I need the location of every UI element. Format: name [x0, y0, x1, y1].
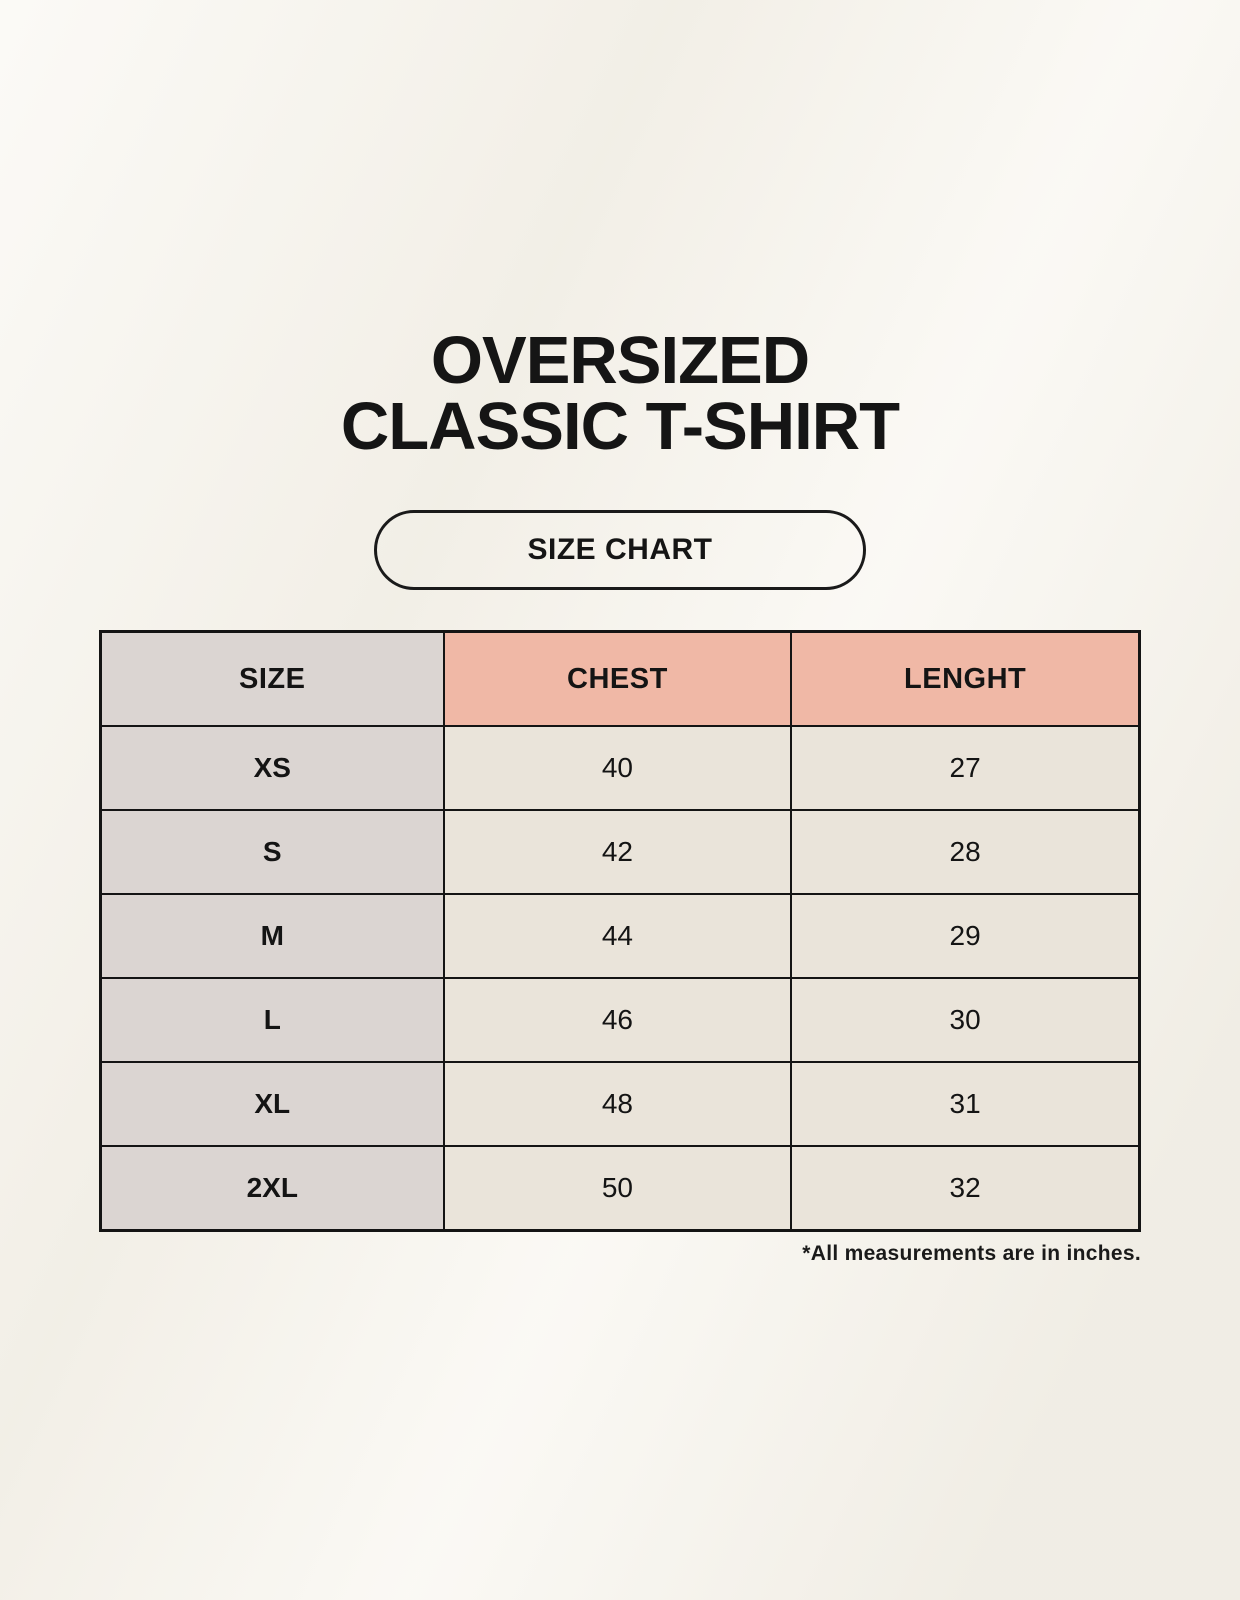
header-cell-size: SIZE [99, 630, 445, 727]
length-cell: 29 [790, 893, 1141, 979]
table-row-xl: XL 48 31 [99, 1061, 1141, 1147]
length-cell: 31 [790, 1061, 1141, 1147]
header-cell-length: LENGHT [790, 630, 1141, 727]
table-row-m: M 44 29 [99, 893, 1141, 979]
chest-cell: 48 [442, 1061, 793, 1147]
size-chart-badge-label: SIZE CHART [527, 533, 713, 566]
length-cell: 32 [790, 1145, 1141, 1232]
length-cell: 30 [790, 977, 1141, 1063]
table-row-2xl: 2XL 50 32 [99, 1145, 1141, 1232]
badge-container: SIZE CHART [0, 510, 1240, 590]
length-cell: 28 [790, 809, 1141, 895]
header-cell-chest: CHEST [442, 630, 793, 727]
table-row-xs: XS 40 27 [99, 725, 1141, 811]
length-cell: 27 [790, 725, 1141, 811]
chest-cell: 44 [442, 893, 793, 979]
size-cell: XS [99, 725, 445, 811]
table-row-s: S 42 28 [99, 809, 1141, 895]
table-header-row: SIZE CHEST LENGHT [99, 630, 1141, 727]
size-chart-badge[interactable]: SIZE CHART [374, 510, 866, 590]
size-cell: S [99, 809, 445, 895]
chest-cell: 40 [442, 725, 793, 811]
chest-cell: 46 [442, 977, 793, 1063]
chest-cell: 50 [442, 1145, 793, 1232]
size-cell: M [99, 893, 445, 979]
size-cell: 2XL [99, 1145, 445, 1232]
measurements-footnote: *All measurements are in inches. [802, 1242, 1141, 1265]
chest-cell: 42 [442, 809, 793, 895]
size-chart-table: SIZE CHEST LENGHT XS 40 27 S 42 28 M 44 … [99, 630, 1141, 1232]
table-row-l: L 46 30 [99, 977, 1141, 1063]
page-title-line-2: CLASSIC T-SHIRT [340, 389, 900, 464]
page-title: OVERSIZED CLASSIC T-SHIRT [0, 323, 1240, 464]
size-cell: XL [99, 1061, 445, 1147]
size-cell: L [99, 977, 445, 1063]
page-title-line-1: OVERSIZED [430, 323, 810, 398]
